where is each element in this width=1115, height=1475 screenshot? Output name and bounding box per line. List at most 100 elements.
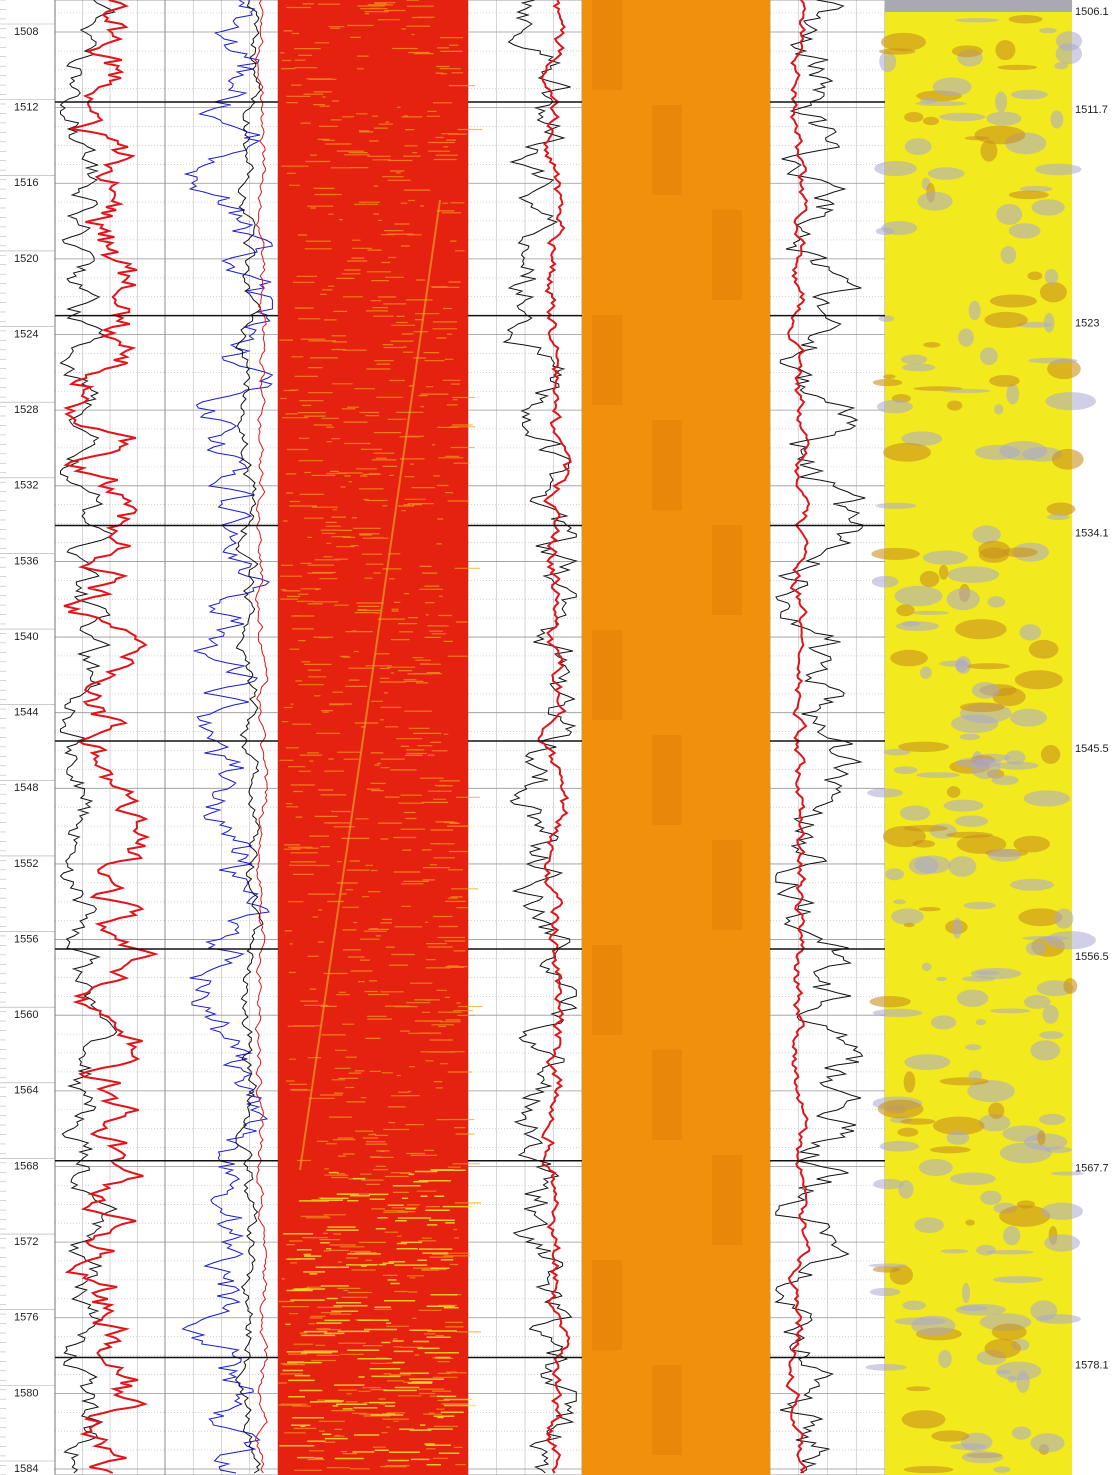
image-blob-dark (872, 1266, 901, 1273)
image-blob-light (1054, 62, 1068, 70)
image-blob-light (947, 566, 1000, 583)
image-blob-light (910, 610, 950, 615)
image-blob-light (1046, 513, 1070, 521)
image-blob-light (965, 1044, 982, 1051)
image-blob-light (995, 1361, 1042, 1381)
image-blob-light (879, 1140, 919, 1152)
image-blob-dark (1047, 358, 1081, 380)
zone-label: 1545.5 (1075, 743, 1109, 755)
image-blob-dark (1037, 1130, 1046, 1146)
depth-label: 1532 (14, 480, 38, 492)
depth-label: 1564 (14, 1085, 38, 1097)
depth-label: 1540 (14, 631, 38, 643)
image-blob-light (1050, 110, 1064, 129)
log-curve (59, 0, 118, 1474)
image-blob-light (1041, 1202, 1084, 1220)
depth-label: 1568 (14, 1160, 38, 1172)
image-blob-light (875, 227, 895, 236)
image-blob-light (1019, 185, 1053, 192)
depth-label: 1512 (14, 102, 38, 114)
image-blob-light (986, 111, 1022, 126)
image-blob-dark (989, 294, 1037, 308)
image-blob-light (1030, 1040, 1061, 1061)
image-blob-light (904, 138, 932, 155)
image-blob-light (875, 502, 917, 509)
image-blob-light (987, 848, 1022, 862)
image-band (652, 735, 682, 825)
image-blob-dark (951, 45, 983, 58)
image-blob-dark (974, 125, 1026, 145)
image-blob-dark (872, 378, 903, 387)
depth-label: 1528 (14, 404, 38, 416)
depth-label: 1584 (14, 1463, 38, 1475)
image-blob-light (916, 772, 960, 778)
image-blob-light (1008, 223, 1041, 239)
image-blob-dark (1040, 745, 1061, 764)
image-blob-dark (903, 1071, 916, 1093)
image-blob-dark (918, 906, 941, 912)
image-blob-light (936, 976, 947, 981)
image-blob-light (968, 300, 981, 321)
image-blob-dark (890, 649, 928, 667)
image-blob-light (976, 1244, 996, 1256)
image-blob-light (873, 1178, 904, 1190)
image-blob-light (961, 1450, 1004, 1464)
image-band (712, 525, 742, 615)
image-blob-dark (946, 400, 963, 411)
image-blob-dark (880, 32, 926, 52)
image-blob-light (955, 1303, 1007, 1316)
image-blob-light (961, 976, 996, 982)
image-blob-light (993, 1466, 1011, 1473)
image-blob-dark (919, 570, 940, 588)
log-curve (502, 0, 578, 1474)
image-blob-light (1028, 357, 1078, 364)
image-blob-light (954, 815, 989, 827)
image-blob-light (1003, 1225, 1021, 1246)
depth-label: 1520 (14, 253, 38, 265)
image-blob-light (958, 328, 974, 347)
image-blob-light (872, 1008, 923, 1018)
image-blob-light (999, 1142, 1052, 1164)
image-blob-dark (939, 1077, 989, 1086)
image-track-1 (278, 0, 468, 1475)
image-blob-light (1023, 790, 1070, 807)
image-band (592, 0, 622, 90)
image-blob-light (899, 805, 931, 821)
depth-label: 1552 (14, 858, 38, 870)
image-blob-light (974, 444, 1021, 460)
image-blob-light (1006, 383, 1020, 405)
image-blob-dark (980, 140, 998, 162)
log-curve (63, 0, 159, 1474)
image-blob-light (987, 596, 1006, 608)
image-blob-light (978, 1113, 1011, 1132)
image-blob-light (901, 431, 943, 446)
image-blob-dark (1027, 271, 1043, 281)
image-blob-dark (956, 834, 1007, 854)
image-blob-light (927, 167, 965, 180)
image-blob-light (1045, 931, 1096, 950)
image-top (885, 0, 1072, 12)
image-blob-dark (896, 604, 915, 617)
image-blob-dark (989, 374, 1020, 387)
image-blob-light (918, 1159, 953, 1176)
image-blob-light (986, 1249, 1034, 1255)
image-blob-light (1011, 1426, 1032, 1440)
image-blob-dark (897, 1127, 919, 1137)
depth-label: 1516 (14, 177, 38, 189)
image-blob-light (952, 917, 963, 939)
image-band (592, 630, 622, 720)
image-blob-light (874, 160, 917, 177)
log-curve (234, 0, 264, 1474)
image-blob-dark (903, 1465, 954, 1474)
image-blob-dark (922, 116, 939, 126)
image-blob-dark (988, 1102, 1005, 1119)
image-blob-dark (999, 1205, 1051, 1227)
image-band (592, 1260, 622, 1350)
image-blob-dark (929, 1146, 971, 1154)
image-blob-light (989, 1008, 1031, 1014)
image-blob-light (1050, 1171, 1085, 1176)
image-blob-dark (938, 564, 949, 580)
image-blob-dark (898, 741, 950, 753)
zone-label: 1506.1 (1075, 6, 1109, 18)
zone-label: 1556.5 (1075, 951, 1109, 963)
